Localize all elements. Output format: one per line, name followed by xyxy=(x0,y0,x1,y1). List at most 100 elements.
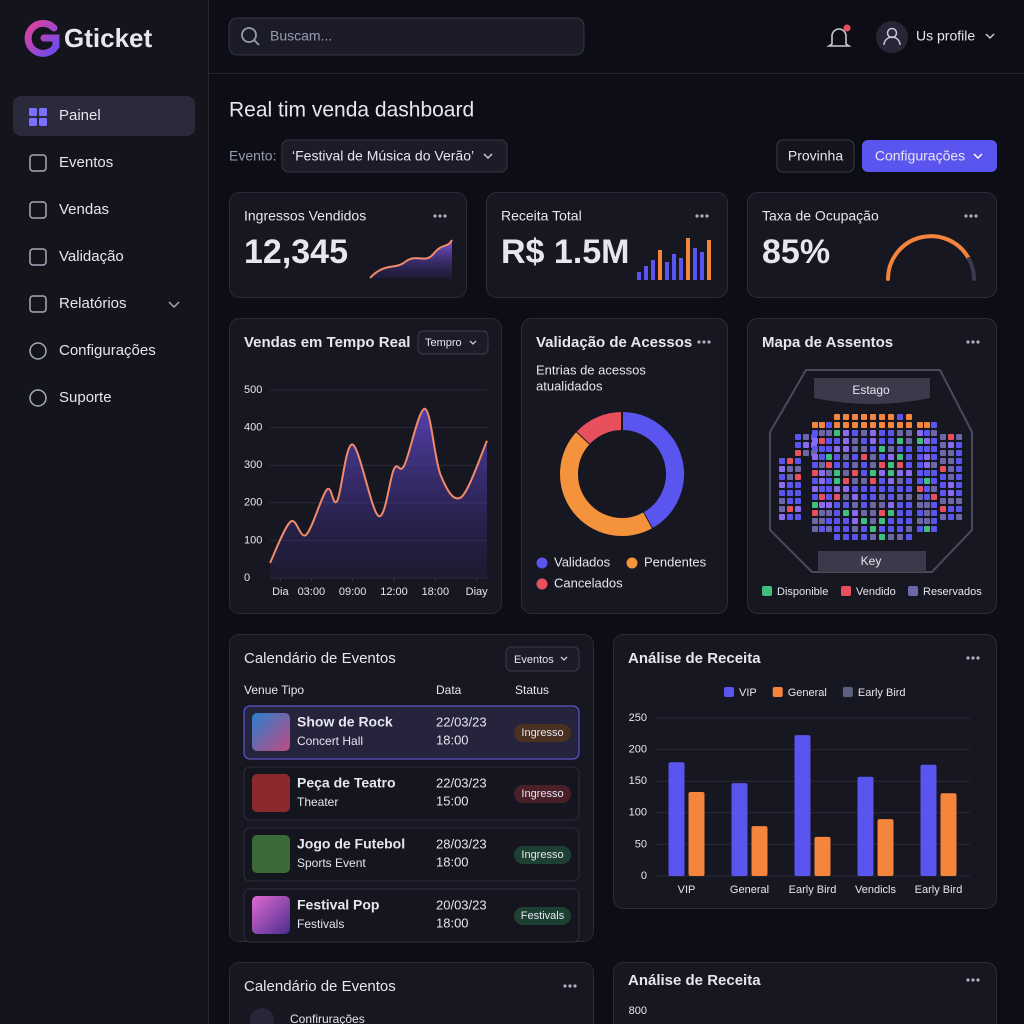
more-dot[interactable] xyxy=(700,214,704,218)
more-dot[interactable] xyxy=(438,214,442,218)
more-dot[interactable] xyxy=(971,978,975,982)
filter-chevron xyxy=(469,340,477,345)
seat xyxy=(826,430,832,436)
legend-swatch xyxy=(762,586,772,596)
seat xyxy=(826,526,832,532)
nav-label[interactable]: Validação xyxy=(59,248,124,265)
nav-icon xyxy=(29,248,47,266)
more-dot[interactable] xyxy=(443,214,447,218)
column-header: Status xyxy=(515,683,549,697)
seat xyxy=(834,470,840,476)
seat xyxy=(931,478,937,484)
seat xyxy=(803,442,809,448)
bell-icon[interactable] xyxy=(826,28,852,47)
more-dot[interactable] xyxy=(573,984,577,988)
seat xyxy=(861,494,867,500)
event-chevron xyxy=(483,153,493,160)
nav-chevron xyxy=(168,301,180,309)
event-name: Peça de Teatro xyxy=(297,775,396,791)
seat xyxy=(826,438,832,444)
filter-select[interactable] xyxy=(417,330,489,355)
more-dot[interactable] xyxy=(568,984,572,988)
seat xyxy=(826,486,832,492)
more-dot[interactable] xyxy=(976,978,980,982)
more-dot[interactable] xyxy=(697,340,701,344)
seat xyxy=(888,430,894,436)
more-dot[interactable] xyxy=(705,214,709,218)
seat xyxy=(924,510,930,516)
more-dot[interactable] xyxy=(971,656,975,660)
seat xyxy=(852,526,858,532)
more-dot[interactable] xyxy=(563,984,567,988)
seat xyxy=(888,534,894,540)
legend-swatch xyxy=(908,586,918,596)
table-row[interactable] xyxy=(243,705,580,760)
button-secondary[interactable] xyxy=(776,139,855,173)
nav-label[interactable]: Relatórios xyxy=(59,295,127,312)
stage-label: Estago xyxy=(852,383,890,397)
spark-bar xyxy=(658,250,662,280)
more-dot[interactable] xyxy=(966,978,970,982)
more-dot[interactable] xyxy=(695,214,699,218)
nav-icon xyxy=(29,295,47,313)
more-dot[interactable] xyxy=(971,340,975,344)
seat xyxy=(897,502,903,508)
table-row[interactable] xyxy=(243,766,580,821)
button-primary[interactable] xyxy=(862,140,997,172)
seat xyxy=(879,454,885,460)
more-dot[interactable] xyxy=(974,214,978,218)
seat xyxy=(861,430,867,436)
more-dot[interactable] xyxy=(966,656,970,660)
filter-select[interactable] xyxy=(505,646,580,672)
kpi-value: R$ 1.5M xyxy=(501,233,630,271)
more-dot[interactable] xyxy=(966,340,970,344)
row-label: Confirurações xyxy=(290,1012,365,1024)
table-row[interactable] xyxy=(243,888,580,943)
bar xyxy=(731,783,748,876)
seat xyxy=(852,510,858,516)
nav-label[interactable]: Eventos xyxy=(59,154,113,171)
bar xyxy=(877,819,894,876)
seat xyxy=(956,498,962,504)
seat xyxy=(931,454,937,460)
nav-label[interactable]: Configurações xyxy=(59,342,156,359)
event-date: 28/03/23 xyxy=(436,836,487,851)
seat xyxy=(843,462,849,468)
key-label: Key xyxy=(861,554,882,568)
seat xyxy=(852,518,858,524)
nav-label[interactable]: Painel xyxy=(59,107,101,124)
nav-label[interactable]: Suporte xyxy=(59,389,112,406)
seat xyxy=(888,494,894,500)
profile-name[interactable]: Us profile xyxy=(916,28,975,44)
seat xyxy=(924,518,930,524)
seat xyxy=(787,498,793,504)
seat xyxy=(906,494,912,500)
seat xyxy=(870,502,876,508)
seat xyxy=(795,490,801,496)
event-venue: Festivals xyxy=(297,917,344,931)
seat xyxy=(879,518,885,524)
more-dot[interactable] xyxy=(964,214,968,218)
more-dot[interactable] xyxy=(969,214,973,218)
more-dot[interactable] xyxy=(702,340,706,344)
more-dot[interactable] xyxy=(976,340,980,344)
seat xyxy=(888,414,894,420)
more-dot[interactable] xyxy=(433,214,437,218)
seat xyxy=(852,438,858,444)
event-select[interactable] xyxy=(281,139,508,173)
seat xyxy=(888,502,894,508)
seat xyxy=(795,498,801,504)
seat xyxy=(843,510,849,516)
line-area xyxy=(270,408,487,578)
more-dot[interactable] xyxy=(707,340,711,344)
y-tick-label: 400 xyxy=(244,422,262,434)
search-box[interactable] xyxy=(228,17,585,56)
y-tick-label: 200 xyxy=(244,497,262,509)
seat xyxy=(779,498,785,504)
nav-label[interactable]: Vendas xyxy=(59,201,109,218)
table-row[interactable] xyxy=(243,827,580,882)
seat xyxy=(931,430,937,436)
more-dot[interactable] xyxy=(976,656,980,660)
seat xyxy=(906,438,912,444)
